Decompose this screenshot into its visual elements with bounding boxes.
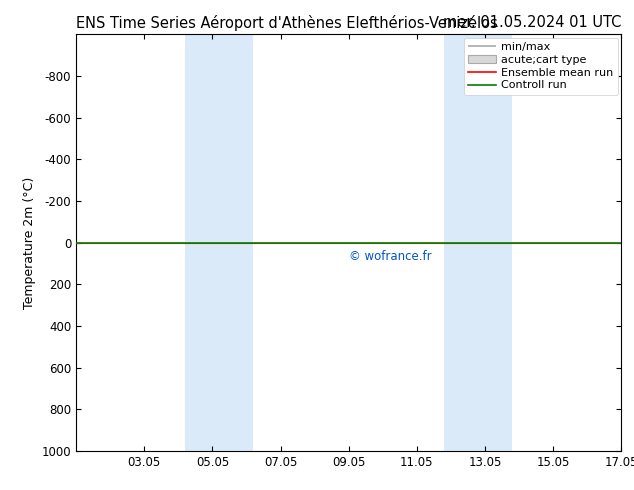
Text: © wofrance.fr: © wofrance.fr (349, 250, 431, 263)
Legend: min/max, acute;cart type, Ensemble mean run, Controll run: min/max, acute;cart type, Ensemble mean … (463, 38, 618, 95)
Text: ENS Time Series Aéroport d'Athènes Elefthérios-Venizélos: ENS Time Series Aéroport d'Athènes Eleft… (76, 15, 498, 31)
Bar (444, 34, 512, 451)
Y-axis label: Temperature 2m (°C): Temperature 2m (°C) (23, 176, 36, 309)
Text: mer. 01.05.2024 01 UTC: mer. 01.05.2024 01 UTC (443, 15, 621, 30)
Bar (185, 34, 253, 451)
